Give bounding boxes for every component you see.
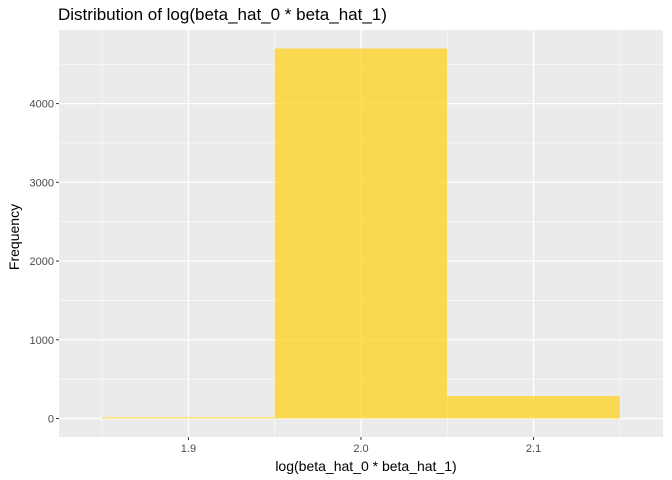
y-tick-label: 4000 bbox=[30, 99, 54, 111]
histogram-bars bbox=[102, 48, 620, 419]
y-axis-label: Frequency bbox=[6, 204, 22, 270]
y-axis-ticks: 0 1000 2000 3000 4000 bbox=[30, 99, 59, 426]
y-tick-label: 3000 bbox=[30, 177, 54, 189]
x-axis-label: log(beta_hat_0 * beta_hat_1) bbox=[275, 458, 456, 474]
x-axis-ticks: 1.9 2.0 2.1 bbox=[181, 437, 541, 455]
histogram-bar bbox=[102, 417, 275, 419]
histogram-bar bbox=[447, 396, 620, 419]
chart-title: Distribution of log(beta_hat_0 * beta_ha… bbox=[58, 5, 387, 24]
x-tick-label: 2.0 bbox=[353, 443, 368, 455]
x-tick-label: 2.1 bbox=[526, 443, 541, 455]
y-tick-label: 1000 bbox=[30, 335, 54, 347]
y-tick-label: 0 bbox=[48, 414, 54, 426]
x-tick-label: 1.9 bbox=[181, 443, 196, 455]
y-tick-label: 2000 bbox=[30, 256, 54, 268]
histogram-bar bbox=[274, 48, 448, 419]
